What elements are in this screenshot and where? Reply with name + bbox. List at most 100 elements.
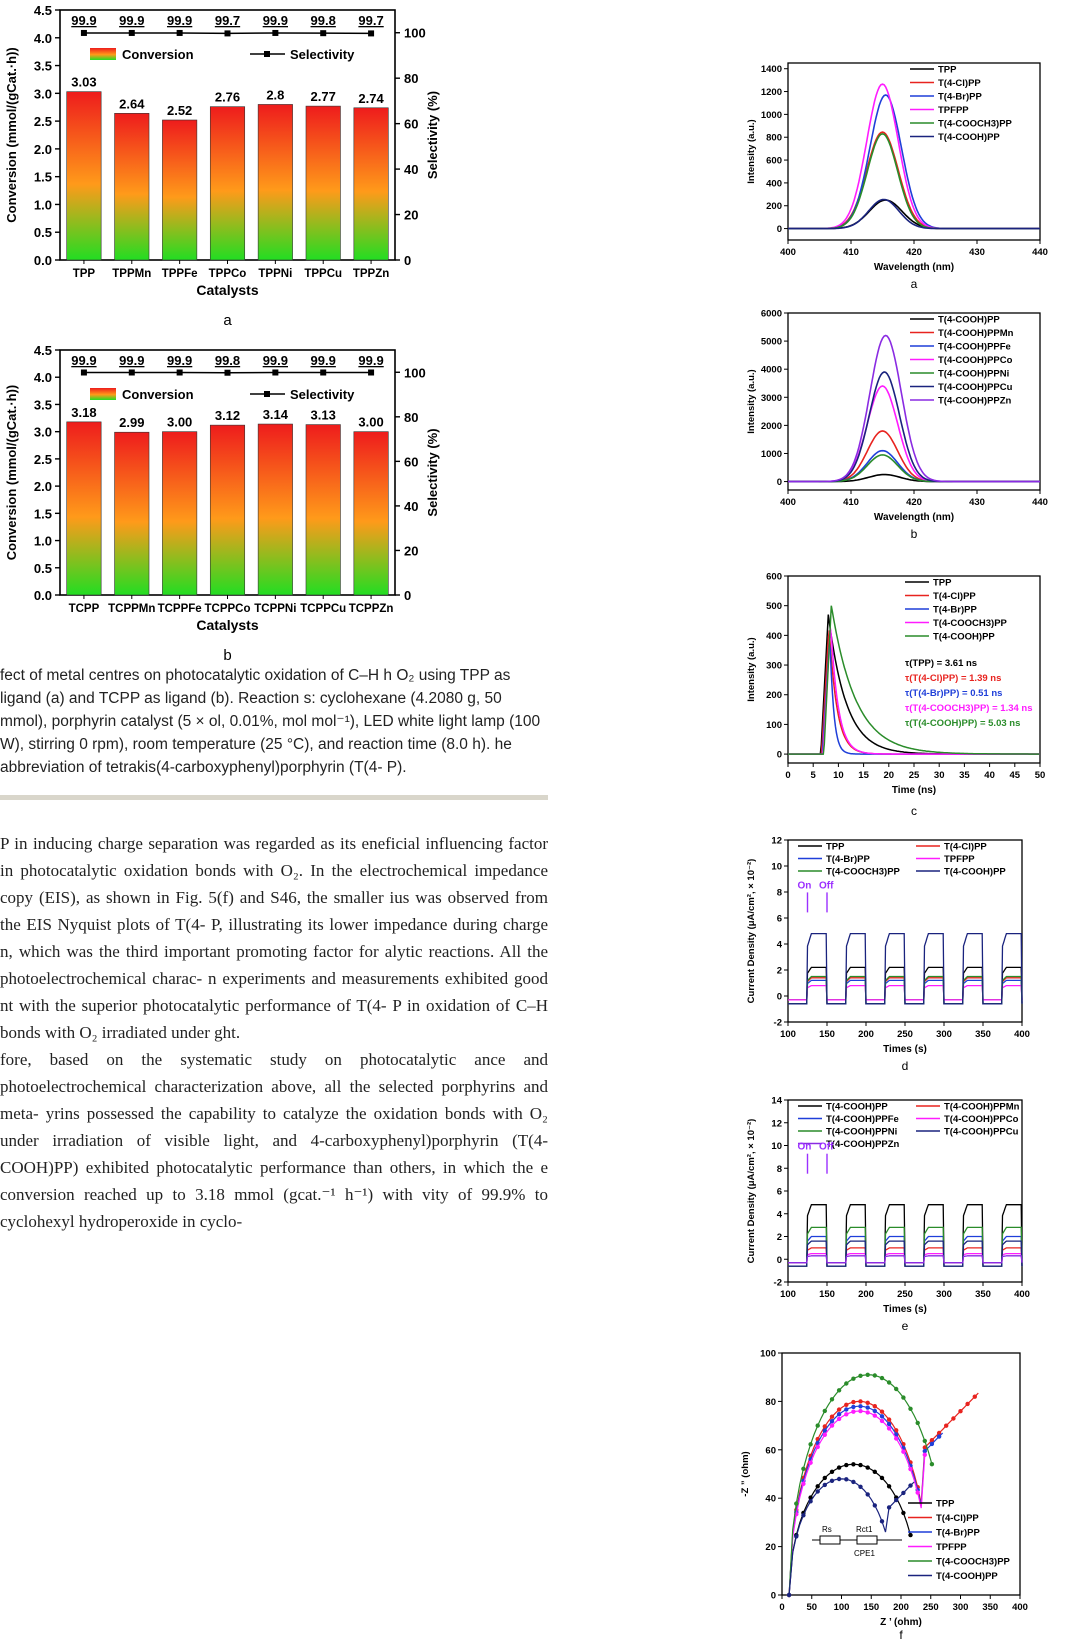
category-label: TPPNi — [258, 268, 292, 280]
y-axis-label: Intensity (a.u.) — [746, 637, 757, 701]
legend-label: TPP — [936, 1499, 955, 1510]
category-label: TCPPNi — [254, 603, 296, 615]
y-tick-label: 600 — [766, 572, 782, 583]
data-marker — [858, 1462, 863, 1468]
x-tick-label: 50 — [1035, 770, 1046, 781]
legend-label: T(4-Br)PP — [933, 605, 977, 616]
bar-chart-b: 0.0 0.5 1.0 1.5 2.0 2.5 3.0 3.5 4.0 4.5 0 20 40 60 80 1… — [4, 343, 440, 664]
data-marker — [901, 1395, 906, 1400]
series-line — [788, 1410, 926, 1596]
selectivity-label: 99.9 — [263, 353, 288, 368]
x-tick-label: 150 — [819, 1289, 835, 1300]
selectivity-label: 99.9 — [167, 353, 192, 368]
legend-label: T(4-Br)PP — [936, 1528, 980, 1539]
legend-label: T(4-COOH)PPCu — [944, 1127, 1019, 1138]
figure-caption: fect of metal centres on photocatalytic … — [0, 667, 541, 776]
y-tick-label: 100 — [760, 1349, 776, 1360]
selectivity-marker — [80, 369, 87, 376]
data-marker — [879, 1375, 885, 1381]
y-tick-label: 20 — [765, 1542, 776, 1553]
y-axis-label: Current Density (μA/cm², × 10⁻²) — [746, 859, 757, 1004]
data-marker — [851, 1462, 856, 1467]
legend-label: T(4-COOH)PP — [826, 1102, 888, 1113]
x-tick-label: 430 — [969, 497, 985, 508]
series-line — [788, 932, 1023, 1005]
legend-label: T(4-Cl)PP — [938, 78, 981, 89]
legend-label: T(4-COOH)PPNi — [938, 369, 1009, 380]
panel-letter: d — [902, 1059, 909, 1073]
y2-tick-label: 20 — [404, 543, 418, 558]
tau-annotation: τ(T(4-Cl)PP) = 1.39 ns — [905, 673, 1001, 684]
series-line — [788, 334, 1040, 483]
data-marker — [879, 1475, 885, 1481]
y-tick-label: 0 — [777, 477, 782, 488]
data-marker — [851, 1399, 856, 1405]
x-tick-label: 300 — [936, 1029, 952, 1040]
panel-letter: a — [223, 312, 232, 329]
data-marker — [929, 1441, 935, 1447]
x-axis-label: Wavelength (nm) — [874, 262, 954, 273]
legend-label: T(4-COOH)PPNi — [826, 1127, 897, 1138]
data-marker — [922, 1448, 927, 1454]
on-label: On — [798, 880, 812, 891]
y-tick-label: 1200 — [761, 87, 782, 98]
legend-swatch-conversion — [90, 48, 116, 60]
x-tick-label: 400 — [780, 247, 796, 258]
eis-nyquist-f: 0 50 100 150 200 250 300 350 400 0 20 40 60 80 100 Z ’ … — [740, 1349, 1028, 1643]
x-axis-label: Catalysts — [196, 617, 258, 633]
tau-annotation: τ(TPP) = 3.61 ns — [905, 658, 977, 669]
x-tick-label: 10 — [833, 770, 844, 781]
tau-annotation: τ(T(4-COOH)PP) = 5.03 ns — [905, 718, 1020, 729]
x-axis-label: Times (s) — [883, 1304, 927, 1315]
conversion-bar — [114, 431, 150, 596]
data-marker — [786, 1592, 792, 1598]
conversion-bar — [257, 104, 293, 261]
y2-tick-label: 40 — [404, 162, 418, 177]
y-tick-label: 6 — [777, 1187, 782, 1198]
data-marker — [865, 1405, 870, 1410]
conversion-label: 2.77 — [311, 89, 336, 104]
data-marker — [794, 1534, 799, 1539]
data-marker — [965, 1401, 970, 1407]
x-tick-label: 5 — [811, 770, 817, 781]
data-marker — [844, 1381, 849, 1386]
data-marker — [808, 1442, 813, 1447]
data-marker — [851, 1409, 856, 1414]
data-marker — [922, 1452, 927, 1457]
x-axis-label: Z ’ (ohm) — [880, 1617, 922, 1628]
legend-label: T(4-Cl)PP — [944, 842, 987, 853]
conversion-label: 3.13 — [311, 408, 336, 423]
selectivity-marker — [176, 369, 183, 376]
y-tick-label: 400 — [766, 631, 782, 642]
data-marker — [894, 1436, 899, 1441]
photocurrent-e: 100 150 200 250 300 350 400 -2 0 2 4 6 8 10 12 14 Times … — [746, 1096, 1030, 1334]
x-tick-label: 250 — [897, 1029, 913, 1040]
section-divider — [0, 795, 548, 800]
x-tick-label: 40 — [984, 770, 995, 781]
data-marker — [851, 1404, 856, 1410]
y-tick-label: 3.0 — [34, 86, 52, 101]
selectivity-marker — [176, 29, 183, 36]
category-label: TCPPZn — [349, 603, 394, 615]
data-marker — [836, 1412, 842, 1417]
data-marker — [801, 1466, 806, 1471]
y-tick-label: 10 — [771, 862, 782, 873]
data-marker — [886, 1426, 892, 1431]
panel-letter: a — [911, 277, 918, 291]
data-marker — [872, 1413, 877, 1418]
x-tick-label: 300 — [953, 1602, 969, 1613]
x-axis-label: Times (s) — [883, 1044, 927, 1055]
data-marker — [829, 1419, 835, 1424]
y-tick-label: 4.0 — [34, 370, 52, 385]
y-tick-label: 2 — [777, 966, 782, 977]
category-label: TPPZn — [353, 268, 389, 280]
legend-label: T(4-COOH)PPCu — [938, 382, 1013, 393]
conversion-bar — [114, 113, 150, 261]
selectivity-marker — [224, 30, 231, 37]
data-marker — [829, 1469, 835, 1474]
y-axis-label: Conversion (mmol/(gCat.·h)) — [4, 47, 19, 223]
data-marker — [922, 1438, 927, 1444]
series-line — [788, 430, 1040, 483]
category-label: TCPPMn — [108, 603, 155, 615]
data-marker — [815, 1484, 820, 1489]
